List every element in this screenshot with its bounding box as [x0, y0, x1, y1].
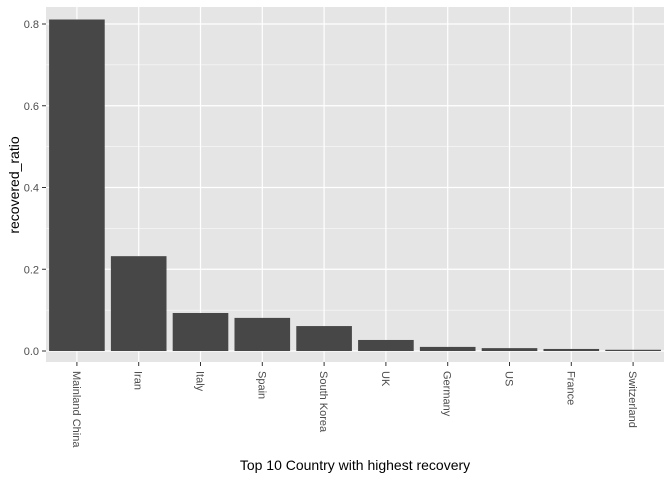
bar	[234, 317, 291, 351]
bar	[49, 19, 105, 351]
y-tick-label: 0.8	[24, 19, 39, 31]
x-tick-label: UK	[379, 371, 391, 387]
x-axis-title: Top 10 Country with highest recovery	[240, 457, 470, 473]
bar	[296, 326, 352, 351]
bar	[110, 256, 167, 351]
axis-layer: 0.0 0.2 0.4 0.6 0.8 Mainland China Iran Italy Sp…	[24, 19, 638, 448]
bar	[481, 348, 538, 351]
y-tick-label: 0.6	[24, 101, 39, 113]
x-tick-label: Germany	[441, 371, 453, 417]
bar	[172, 312, 229, 351]
bar	[543, 348, 600, 351]
x-tick-label: France	[564, 371, 576, 405]
y-tick-label: 0.2	[24, 264, 39, 276]
bar	[419, 346, 476, 351]
x-tick-label: Switzerland	[626, 371, 638, 428]
y-tick-label: 0.4	[24, 183, 39, 195]
y-axis-title: recovered_ratio	[6, 136, 22, 233]
bar	[605, 349, 661, 351]
x-tick-label: South Korea	[317, 371, 329, 433]
x-tick-label: Italy	[194, 371, 206, 392]
y-tick-label: 0.0	[24, 346, 39, 358]
bar-layer	[49, 19, 661, 351]
x-tick-label: Mainland China	[70, 371, 82, 448]
bar	[358, 339, 414, 351]
x-tick-label: Iran	[132, 371, 144, 390]
x-tick-label: US	[503, 371, 515, 386]
x-tick-label: Spain	[255, 371, 267, 399]
